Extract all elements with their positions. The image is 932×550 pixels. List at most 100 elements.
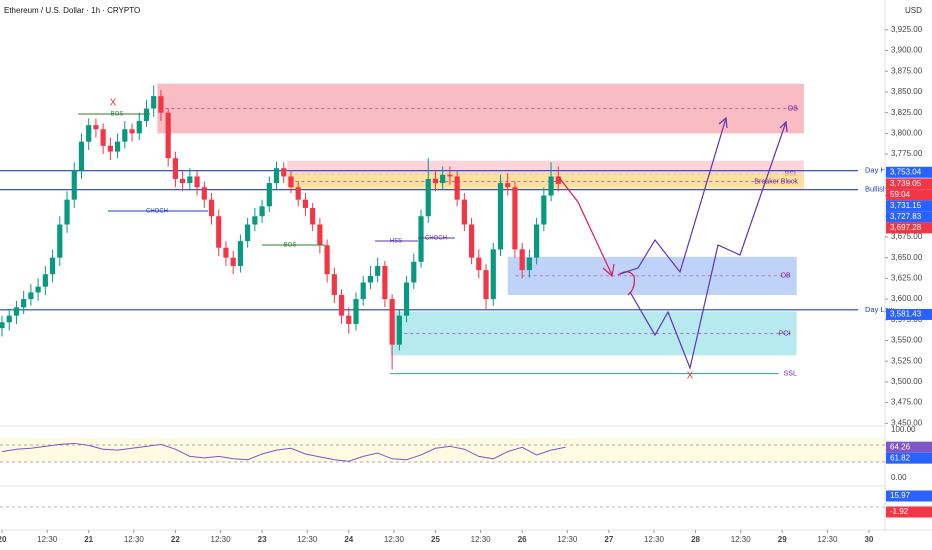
annotation: X [687,371,694,382]
macd-tag-label: 15.97 [890,491,911,500]
x-tick-label: 29 [778,535,787,544]
candle-body [245,224,251,242]
rsi-tick-label: 100.00 [891,425,916,434]
x-tick-label: 24 [344,535,353,544]
candle-body [454,176,460,200]
zone [287,173,804,190]
x-tick-label: 12:30 [471,535,492,544]
candle-body [143,108,150,121]
zone-label: Breaker Block [754,178,798,185]
x-tick-label: 25 [431,535,440,544]
price-tag-label: 3,727.83 [890,212,922,221]
candle-body [281,168,287,177]
candle-body [107,145,113,152]
annotation: CHOCH [425,236,447,242]
annotation: CHOCH [146,209,168,215]
macd-tag-label: -1.92 [890,507,909,516]
candle-body [100,129,106,146]
candle-body [440,174,446,184]
countdown: 59:04 [890,190,911,199]
candle-body [237,241,244,266]
candle-body [490,249,496,300]
candle-body [266,183,272,207]
x-tick-label: 23 [258,535,267,544]
projection-arrow [718,116,728,129]
macd-tag [886,490,932,502]
candle-body [21,299,27,308]
price-tag-label: 3,739.05 [890,179,922,188]
projection-arrow [602,263,615,278]
y-tick-label: 3,500.00 [891,377,923,386]
candle-body [273,168,280,184]
candle-body [57,224,63,258]
candle-body [71,170,77,200]
candle-body [165,112,171,159]
projection-arrow [779,120,788,133]
y-tick-label: 3,550.00 [891,336,923,345]
annotation: HSS [390,239,402,245]
currency: USD [905,6,922,15]
annotation: BOS [284,243,297,249]
x-tick-label: 20 [0,535,7,544]
candle-body [324,245,330,275]
candle-body [432,178,439,184]
candle-body [346,315,352,324]
candle-body [122,129,128,142]
candle-body [310,207,316,225]
candle-body [483,270,489,300]
y-tick-label: 3,475.00 [891,398,923,407]
zone [507,256,797,295]
price-tag [886,200,932,212]
level-label: Day Low [865,305,895,314]
x-tick-label: 12:30 [817,535,838,544]
level-label: Day High [865,166,896,175]
price-tag-label: 3,753.04 [890,167,922,176]
price-tag-label: 3,697.28 [890,223,922,232]
candle-body [519,249,525,271]
candle-body [223,247,229,258]
candle-body [353,299,359,324]
candle-body [360,282,366,300]
candle-body [230,257,236,266]
x-tick-label: 12:30 [37,535,58,544]
candle-body [447,174,453,177]
price-tag [886,178,932,190]
zone-label: OB [788,105,798,112]
x-tick-label: 12:30 [124,535,145,544]
candle-body [180,178,186,184]
candle-body [505,183,511,188]
price-tag [886,222,932,234]
rsi-tick-label: 0.00 [891,473,907,482]
candle-body [338,294,345,316]
x-tick-label: 12:30 [557,535,578,544]
x-tick-label: 26 [518,535,527,544]
candle-body [208,199,215,217]
candle-body [93,125,99,130]
y-tick-label: 3,875.00 [891,66,923,75]
projection [619,117,727,275]
candle-body [468,224,475,258]
candle-body [389,299,395,345]
candle-body [497,183,504,250]
x-tick-label: 12:30 [731,535,752,544]
candle-body [114,141,121,152]
candle-body [512,187,518,250]
price-tag-label: 3,731.15 [890,201,922,210]
y-tick-label: 3,775.00 [891,149,923,158]
candle-body [331,274,337,295]
x-tick-label: 12:30 [644,535,665,544]
candle-body [172,158,178,179]
candle-body [534,224,540,258]
candle-body [382,265,388,300]
zone-label: POI [779,330,791,337]
y-tick-label: 3,900.00 [891,46,923,55]
rsi-tag-label: 61.82 [890,453,911,462]
price-tag [886,308,932,320]
y-tick-label: 3,925.00 [891,25,923,34]
candle-body [461,199,467,225]
candle-body [302,199,309,208]
candle-body [201,187,207,200]
y-tick-label: 3,825.00 [891,108,923,117]
y-tick-label: 3,525.00 [891,356,923,365]
candle-body [541,195,547,225]
